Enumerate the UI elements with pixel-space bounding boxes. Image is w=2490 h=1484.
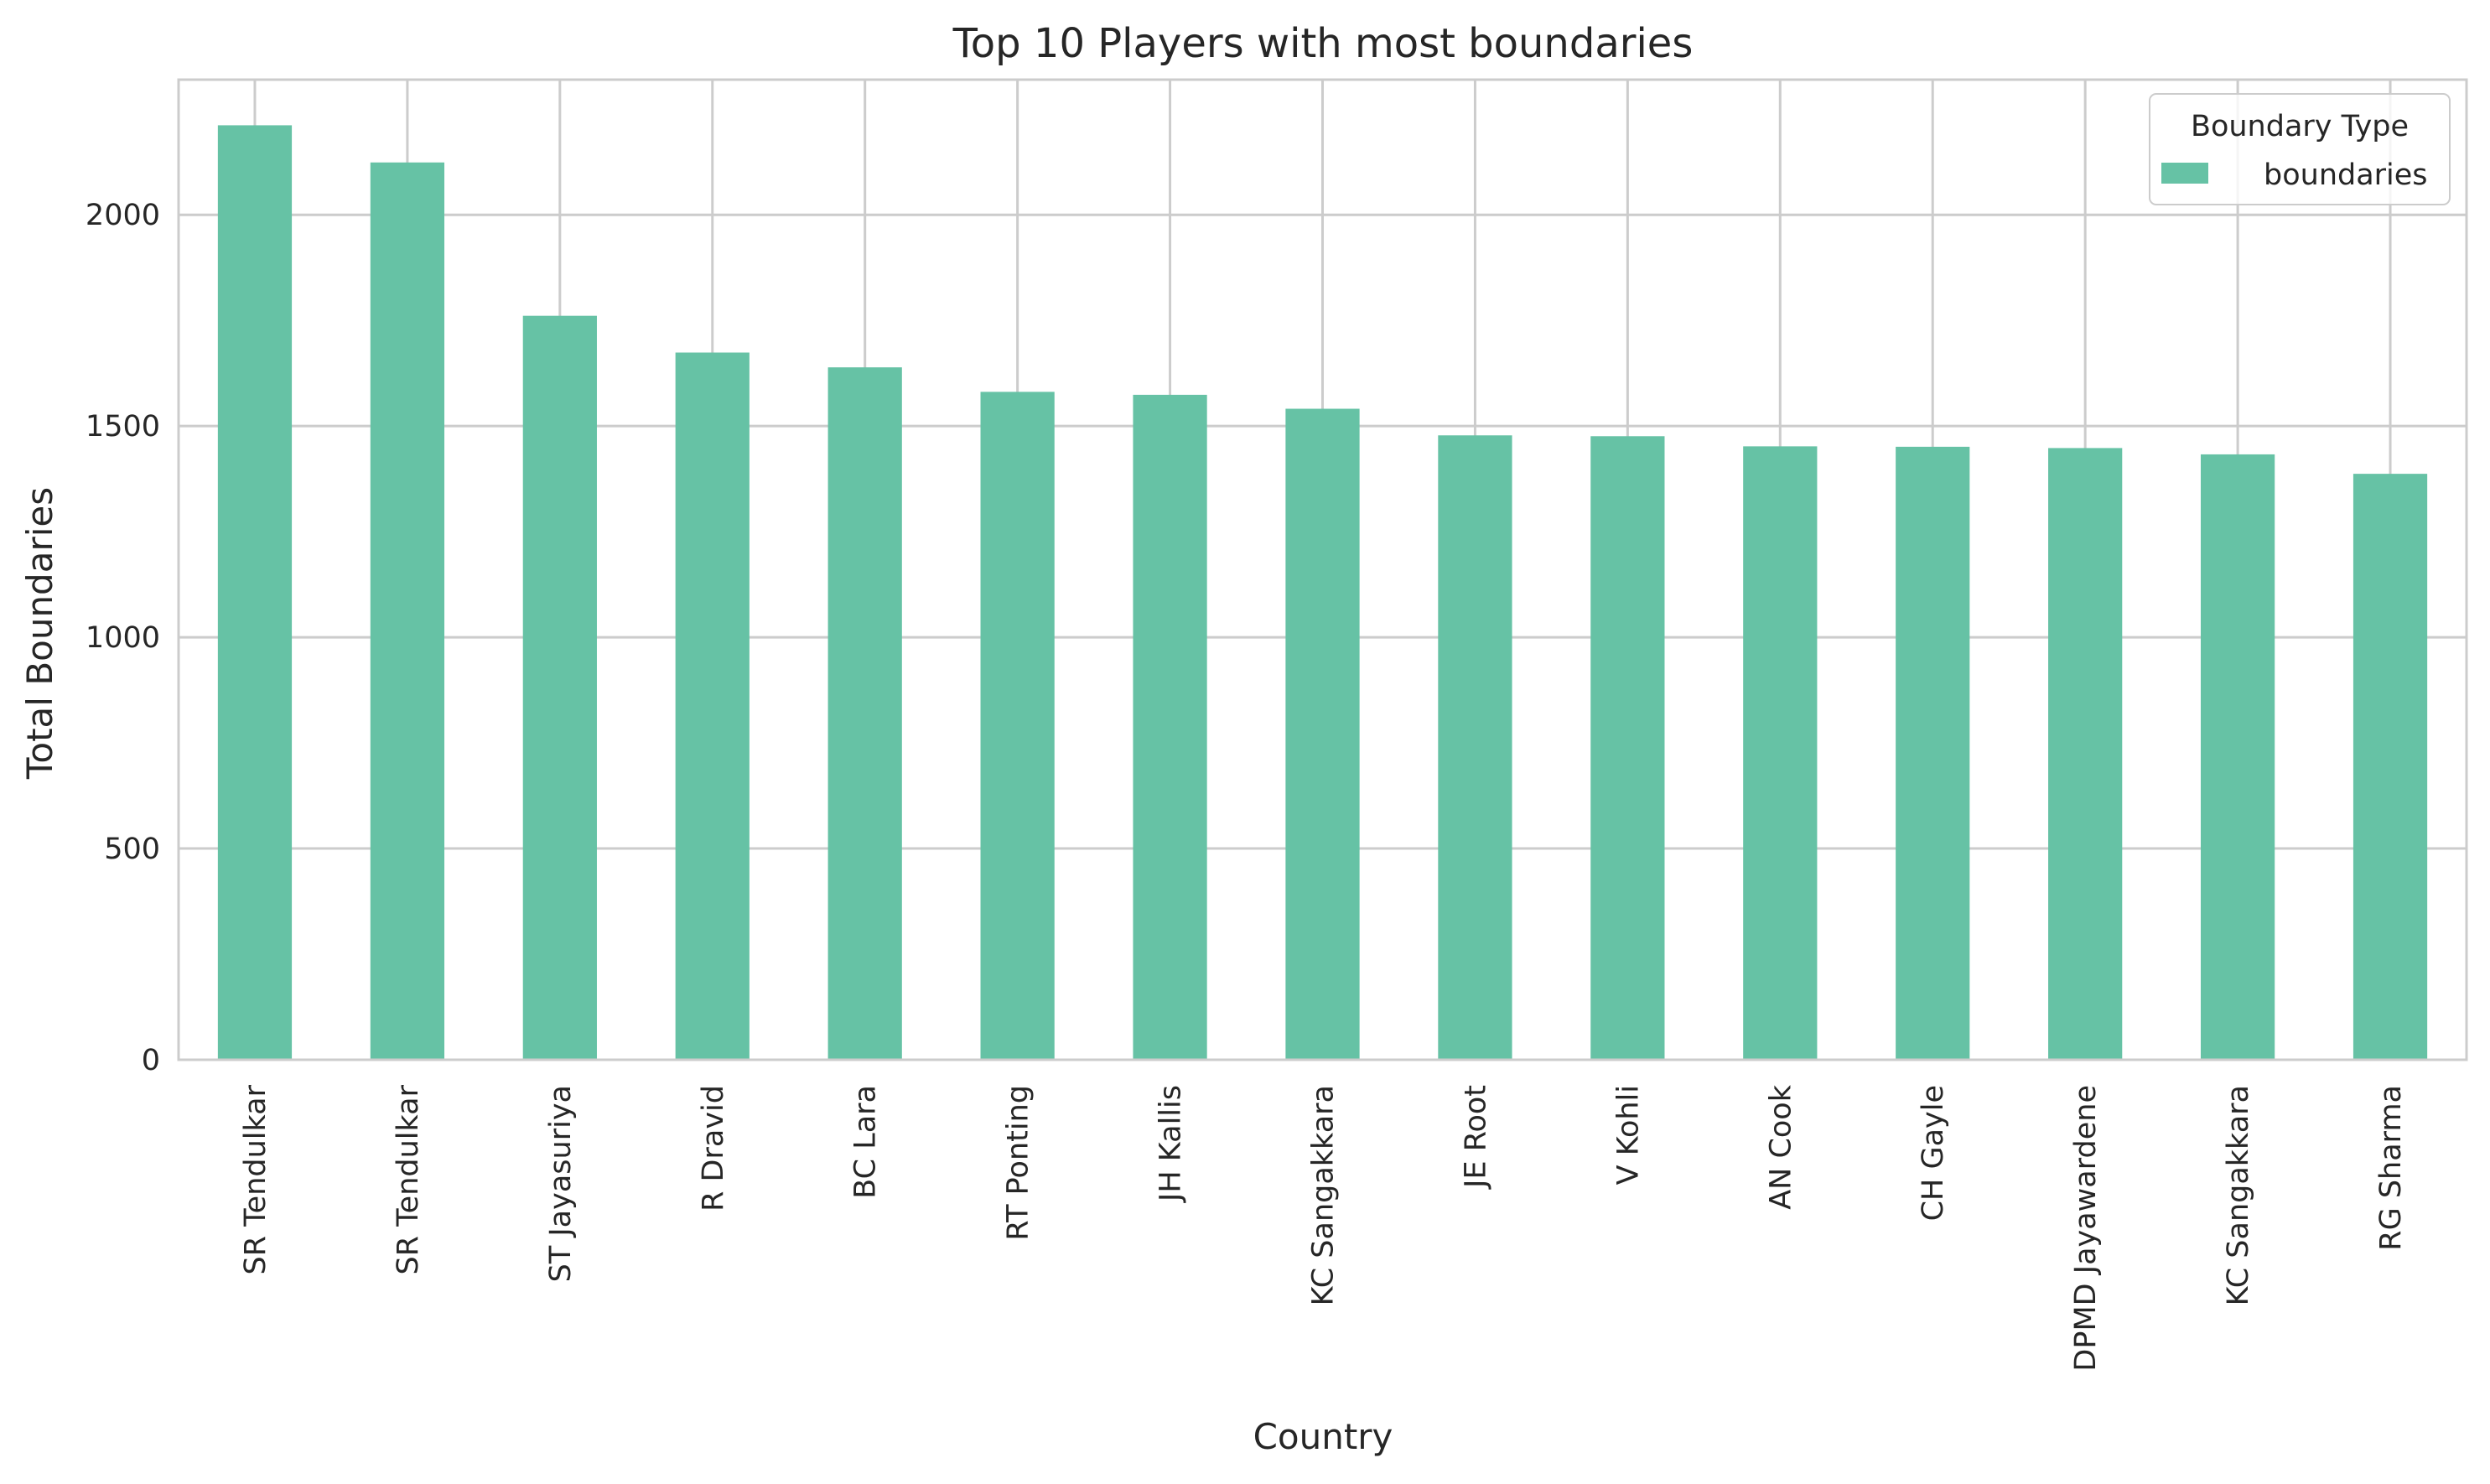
x-tick-label: BC Lara — [849, 1085, 883, 1199]
y-tick-label: 0 — [142, 1044, 160, 1077]
x-tick-label: KC Sangakkara — [1307, 1085, 1341, 1305]
bar — [2353, 474, 2428, 1060]
bar — [2200, 454, 2275, 1060]
x-axis-ticks: SR Tendulkar SR Tendulkar ST Jayasuriya R D… — [239, 1084, 2408, 1371]
bar — [1133, 394, 1207, 1061]
y-tick-label: 2000 — [86, 199, 160, 232]
x-axis-label: Country — [1253, 1416, 1393, 1457]
bar — [1896, 446, 1970, 1060]
y-tick-label: 1500 — [86, 410, 160, 444]
y-tick-label: 500 — [104, 833, 160, 866]
x-tick-label: CH Gayle — [1917, 1085, 1950, 1221]
x-tick-label: V Kohli — [1611, 1085, 1645, 1185]
bars — [217, 125, 2428, 1061]
legend-title: Boundary Type — [2191, 110, 2409, 143]
x-tick-label: R Dravid — [697, 1085, 730, 1212]
y-axis-label: Total Boundaries — [19, 487, 60, 780]
legend-swatch — [2161, 163, 2208, 184]
bar — [217, 125, 293, 1061]
x-tick-label: KC Sangakkara — [2222, 1085, 2255, 1305]
bar — [1438, 435, 1512, 1060]
bar — [370, 162, 445, 1060]
x-tick-label: AN Cook — [1764, 1084, 1797, 1210]
legend: Boundary Type boundaries — [2149, 93, 2451, 205]
x-tick-label: JE Root — [1459, 1085, 1492, 1190]
bar — [1743, 446, 1818, 1060]
bar — [1285, 408, 1360, 1060]
y-tick-label: 1000 — [86, 621, 160, 655]
x-tick-label: RT Ponting — [1002, 1085, 1035, 1241]
bar — [522, 315, 597, 1060]
plot-frame — [177, 78, 2468, 1061]
chart-title: Top 10 Players with most boundaries — [952, 20, 1694, 67]
bar — [1590, 436, 1665, 1060]
bar — [827, 367, 902, 1060]
x-tick-label: SR Tendulkar — [239, 1084, 272, 1274]
legend-label: boundaries — [2264, 158, 2428, 192]
x-tick-label: JH Kallis — [1154, 1085, 1188, 1203]
x-tick-label: RG Sharma — [2374, 1085, 2408, 1251]
bar — [980, 392, 1055, 1060]
x-tick-label: ST Jayasuriya — [544, 1085, 578, 1282]
x-tick-label: DPMD Jayawardene — [2069, 1085, 2103, 1372]
bar — [675, 352, 750, 1060]
bar — [2048, 448, 2123, 1060]
legend-box — [2149, 93, 2451, 205]
x-tick-label: SR Tendulkar — [392, 1084, 425, 1274]
y-axis-ticks: 0 500 1000 1500 2000 — [86, 199, 160, 1077]
